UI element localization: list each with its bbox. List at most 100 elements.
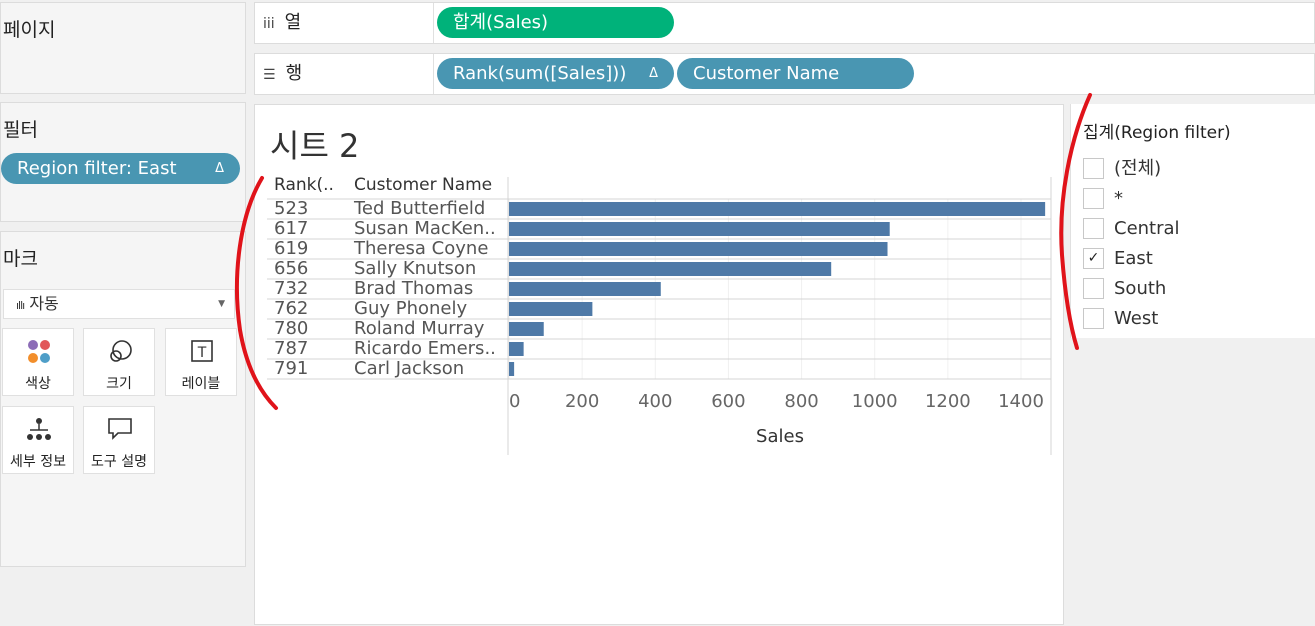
marks-panel: 마크 ıllı 자동 ▼ 색상 크기 T 레이블 <box>0 231 246 567</box>
customer-name-cell[interactable]: Guy Phonely <box>354 298 468 319</box>
filter-option-label: * <box>1114 188 1123 209</box>
filter-option-label: West <box>1114 308 1159 329</box>
rank-cell[interactable]: 732 <box>274 278 309 299</box>
worksheet: 시트 2 Rank(.. Customer Name 523 Ted Butter… <box>254 104 1064 625</box>
sales-bar <box>509 282 661 296</box>
x-tick-label: 600 <box>711 391 745 412</box>
rank-cell[interactable]: 523 <box>274 198 309 219</box>
detail-tree-icon <box>3 417 73 443</box>
rank-cell[interactable]: 791 <box>274 358 309 379</box>
checkbox-checked[interactable]: ✓ <box>1083 248 1104 269</box>
columns-label-text: 열 <box>284 12 302 33</box>
bar-chart-icon: ıllı <box>16 299 25 312</box>
text-label-icon: T <box>166 339 236 365</box>
rank-header[interactable]: Rank(.. <box>274 175 334 195</box>
rank-cell[interactable]: 619 <box>274 238 309 259</box>
sheet-title: 시트 2 <box>270 127 360 165</box>
pages-title: 페이지 <box>3 19 56 41</box>
region-filter-card: 집계(Region filter) (전체) * Central ✓ East South… <box>1070 104 1315 338</box>
customer-name-cell[interactable]: Carl Jackson <box>354 358 465 379</box>
region-filter-pill-label: Region filter: East <box>17 158 177 179</box>
marks-title: 마크 <box>3 248 38 270</box>
checkbox[interactable] <box>1083 188 1104 209</box>
color-dots-icon <box>3 339 73 365</box>
sales-bar <box>509 342 524 356</box>
region-filter-pill[interactable]: Region filter: East Δ <box>1 153 240 184</box>
filter-card-title: 집계(Region filter) <box>1083 123 1231 143</box>
sales-sum-pill-label: 합계(Sales) <box>453 12 549 33</box>
x-tick-label: 200 <box>565 391 599 412</box>
customer-name-cell[interactable]: Theresa Coyne <box>354 238 489 259</box>
rows-label-text: 행 <box>285 63 303 84</box>
customer-name-pill-label: Customer Name <box>693 63 840 84</box>
checkmark-icon: ✓ <box>1087 250 1100 266</box>
checkbox[interactable] <box>1083 308 1104 329</box>
sales-bar <box>509 262 832 276</box>
filter-option-label: Central <box>1114 218 1180 239</box>
rank-cell[interactable]: 762 <box>274 298 309 319</box>
rows-shelf-label: ☰ 행 <box>263 54 434 94</box>
customer-name-cell[interactable]: Ted Butterfield <box>354 198 486 219</box>
columns-icon: iii <box>263 16 275 32</box>
customer-name-cell[interactable]: Susan MacKen.. <box>354 218 496 239</box>
x-tick-label: 400 <box>638 391 672 412</box>
color-button-label: 색상 <box>25 376 51 392</box>
tooltip-button[interactable]: 도구 설명 <box>83 406 155 474</box>
rank-pill-label: Rank(sum([Sales])) <box>453 63 627 84</box>
size-circles-icon <box>84 339 154 365</box>
chevron-down-icon: ▼ <box>218 299 225 309</box>
color-button[interactable]: 색상 <box>2 328 74 396</box>
detail-button[interactable]: 세부 정보 <box>2 406 74 474</box>
x-axis-title: Sales <box>756 426 804 447</box>
x-tick-label: 1400 <box>998 391 1044 412</box>
size-button[interactable]: 크기 <box>83 328 155 396</box>
x-tick-label: 1000 <box>852 391 898 412</box>
filter-option-label: (전체) <box>1114 158 1162 179</box>
checkbox[interactable] <box>1083 218 1104 239</box>
x-tick-label: 0 <box>509 391 520 412</box>
label-button-label: 레이블 <box>181 376 221 392</box>
bar-chart: 0 200 400 600 800 1000 1200 1400 Sales <box>267 177 1052 455</box>
tooltip-button-label: 도구 설명 <box>91 454 147 470</box>
sales-bar <box>509 362 515 376</box>
pages-panel: 페이지 <box>0 2 246 94</box>
sales-bar <box>509 322 544 336</box>
filters-title: 필터 <box>3 119 38 141</box>
customer-name-pill[interactable]: Customer Name <box>677 58 914 89</box>
filters-panel: 필터 Region filter: East Δ <box>0 102 246 222</box>
rows-icon: ☰ <box>263 67 276 83</box>
rank-cell[interactable]: 656 <box>274 258 309 279</box>
rank-cell[interactable]: 617 <box>274 218 309 239</box>
delta-icon: Δ <box>215 161 224 176</box>
sales-sum-pill[interactable]: 합계(Sales) <box>437 7 674 38</box>
customer-name-cell[interactable]: Brad Thomas <box>354 278 474 299</box>
delta-icon: Δ <box>649 66 658 81</box>
columns-shelf[interactable]: iii 열 합계(Sales) <box>254 2 1315 44</box>
rank-cell[interactable]: 787 <box>274 338 309 359</box>
mark-type-dropdown[interactable]: ıllı 자동 ▼ <box>3 289 235 319</box>
checkbox[interactable] <box>1083 278 1104 299</box>
customer-name-header[interactable]: Customer Name <box>354 175 493 195</box>
size-button-label: 크기 <box>106 376 132 392</box>
tooltip-bubble-icon <box>84 417 154 443</box>
sales-bar <box>509 222 890 236</box>
customer-name-cell[interactable]: Ricardo Emers.. <box>354 338 496 359</box>
sales-bar <box>509 202 1046 216</box>
detail-button-label: 세부 정보 <box>10 454 66 470</box>
rank-pill[interactable]: Rank(sum([Sales])) Δ <box>437 58 674 89</box>
label-button[interactable]: T 레이블 <box>165 328 237 396</box>
sales-bar <box>509 242 888 256</box>
customer-name-cell[interactable]: Roland Murray <box>354 318 485 339</box>
mark-type-label: 자동 <box>29 294 59 313</box>
x-tick-label: 1200 <box>925 391 971 412</box>
columns-shelf-label: iii 열 <box>263 3 434 43</box>
filter-option-label: East <box>1114 248 1153 269</box>
sales-bar <box>509 302 593 316</box>
checkbox[interactable] <box>1083 158 1104 179</box>
x-tick-label: 800 <box>784 391 818 412</box>
rank-cell[interactable]: 780 <box>274 318 309 339</box>
customer-name-cell[interactable]: Sally Knutson <box>354 258 477 279</box>
svg-text:T: T <box>197 345 207 361</box>
filter-option-label: South <box>1114 278 1167 299</box>
rows-shelf[interactable]: ☰ 행 Rank(sum([Sales])) Δ Customer Name <box>254 53 1315 95</box>
